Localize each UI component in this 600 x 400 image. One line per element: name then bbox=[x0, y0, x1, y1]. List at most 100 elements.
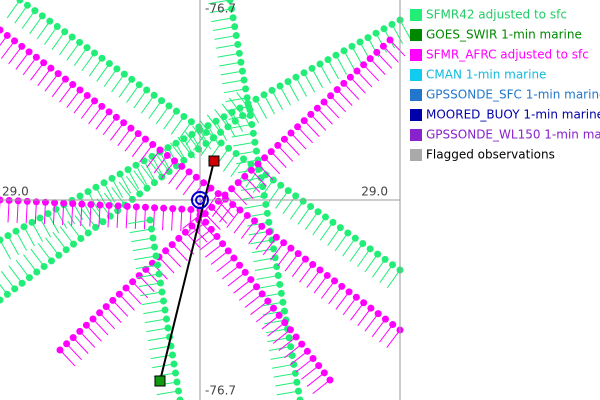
observation-dot bbox=[253, 283, 261, 291]
observation-dot bbox=[221, 191, 229, 199]
wind-barb bbox=[256, 275, 279, 280]
observation-dot bbox=[257, 174, 265, 182]
wind-barb bbox=[192, 125, 207, 144]
observation-dot bbox=[207, 184, 215, 192]
storm-center bbox=[191, 191, 209, 209]
observation-dot bbox=[277, 289, 285, 297]
wind-barb bbox=[223, 88, 246, 94]
wind-barb bbox=[335, 291, 350, 310]
observation-dot bbox=[188, 130, 196, 138]
observation-dot bbox=[56, 346, 64, 354]
wind-barb bbox=[248, 226, 263, 245]
wind-barb bbox=[80, 100, 95, 119]
lat-label: 29.0 bbox=[361, 185, 388, 199]
observation-dot bbox=[69, 334, 77, 342]
wind-barb bbox=[299, 264, 314, 283]
observation-dot bbox=[141, 203, 149, 211]
observation-dot bbox=[260, 192, 268, 200]
observation-dot bbox=[195, 145, 203, 153]
observation-dot bbox=[195, 123, 203, 131]
observation-dot bbox=[320, 98, 328, 106]
observation-dot bbox=[353, 67, 361, 75]
observation-dot bbox=[113, 65, 121, 73]
wind-barb bbox=[310, 114, 327, 131]
wind-barb bbox=[350, 76, 366, 94]
observation-dot bbox=[11, 37, 19, 45]
observation-dot bbox=[246, 112, 254, 120]
wind-barb bbox=[284, 138, 300, 156]
observation-dot bbox=[134, 130, 142, 138]
observation-dot bbox=[84, 229, 92, 237]
observation-dot bbox=[309, 261, 317, 269]
observation-dot bbox=[169, 205, 177, 213]
wind-barb bbox=[204, 213, 221, 230]
wind-barb bbox=[170, 116, 185, 135]
observation-dot bbox=[374, 250, 382, 258]
wind-barb bbox=[276, 390, 299, 396]
wind-barb bbox=[250, 300, 269, 316]
observation-dot bbox=[331, 277, 339, 285]
observation-dot bbox=[313, 104, 321, 112]
observation-dot bbox=[242, 85, 250, 93]
wind-barb bbox=[251, 248, 274, 254]
observation-dot bbox=[102, 303, 110, 311]
wind-barb bbox=[214, 35, 237, 40]
wind-barb bbox=[289, 350, 308, 366]
observation-dot bbox=[33, 268, 41, 276]
observation-dot bbox=[92, 223, 100, 231]
observation-dot bbox=[213, 233, 221, 241]
observation-dot bbox=[4, 232, 12, 240]
legend-swatch bbox=[410, 29, 422, 41]
wind-barb bbox=[7, 235, 20, 256]
wind-barb bbox=[258, 283, 280, 289]
wind-barb bbox=[278, 336, 297, 351]
wind-barb bbox=[301, 365, 320, 380]
observation-dot bbox=[239, 112, 247, 120]
observation-dot bbox=[292, 333, 300, 341]
observation-dot bbox=[252, 95, 260, 103]
wind-barb bbox=[16, 200, 19, 223]
observation-dot bbox=[247, 276, 255, 284]
observation-dot bbox=[69, 200, 77, 208]
observation-dot bbox=[135, 81, 143, 89]
observation-dot bbox=[23, 1, 31, 9]
wind-barb bbox=[165, 250, 182, 268]
observation-dot bbox=[108, 174, 116, 182]
wind-barb bbox=[230, 158, 244, 178]
wind-barb bbox=[0, 283, 8, 295]
wind-barb bbox=[199, 120, 214, 139]
observation-dot bbox=[374, 310, 382, 318]
observation-dot bbox=[237, 58, 245, 66]
observation-dot bbox=[315, 362, 323, 370]
observation-dot bbox=[63, 340, 71, 348]
observation-dot bbox=[154, 261, 161, 269]
observation-dot bbox=[274, 141, 282, 149]
observation-dot bbox=[172, 369, 179, 377]
observation-dot bbox=[324, 56, 332, 64]
wind-barb bbox=[205, 243, 223, 258]
observation-dot bbox=[36, 214, 44, 222]
observation-dot bbox=[181, 228, 189, 236]
observation-dot bbox=[163, 315, 170, 323]
wind-barb bbox=[231, 132, 254, 138]
observation-dot bbox=[231, 117, 239, 125]
observation-dot bbox=[234, 40, 242, 48]
observation-dot bbox=[309, 354, 317, 362]
observation-dot bbox=[381, 315, 389, 323]
observation-dot bbox=[160, 204, 168, 212]
wind-barb bbox=[254, 266, 277, 271]
wind-barb bbox=[15, 51, 30, 70]
wind-barb bbox=[129, 228, 152, 234]
wind-barb bbox=[146, 149, 161, 168]
wind-barb bbox=[343, 50, 356, 71]
observation-dot bbox=[115, 290, 123, 298]
wind-barb bbox=[330, 95, 347, 113]
wind-barb bbox=[14, 5, 28, 24]
observation-dot bbox=[314, 208, 322, 216]
wind-barb bbox=[79, 331, 96, 348]
wind-barb bbox=[350, 302, 365, 321]
observation-dot bbox=[229, 14, 237, 22]
observation-dot bbox=[241, 268, 249, 276]
observation-dot bbox=[200, 179, 208, 187]
observation-dot bbox=[105, 108, 113, 116]
